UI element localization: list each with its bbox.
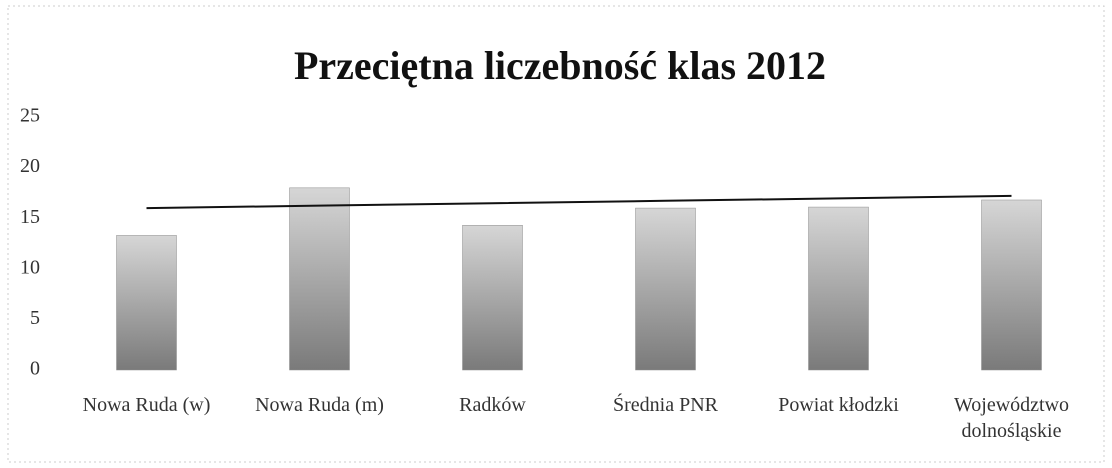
x-tick-label: Średnia PNR <box>613 394 718 416</box>
chart-title: Przeciętna liczebność klas 2012 <box>294 43 826 88</box>
bar <box>981 199 1042 371</box>
x-tick-label: Województwo dolnośląskie <box>953 394 1070 442</box>
y-tick-label: 15 <box>20 206 40 228</box>
x-tick-label: Nowa Ruda (w) <box>82 394 211 416</box>
y-tick-label: 5 <box>30 307 40 329</box>
bar <box>289 187 350 371</box>
bar <box>808 206 869 371</box>
x-tick-label: Radków <box>459 394 526 416</box>
bar <box>116 235 177 371</box>
frame <box>7 5 1105 463</box>
y-tick-label: 0 <box>30 358 40 380</box>
x-tick-label: Nowa Ruda (m) <box>255 394 384 416</box>
bar <box>462 225 523 371</box>
y-tick-label: 10 <box>20 256 40 278</box>
bar <box>635 207 696 371</box>
y-tick-label: 20 <box>20 155 40 177</box>
y-tick-label: 25 <box>20 105 40 127</box>
trend-line <box>146 194 1012 210</box>
x-tick-label: Powiat kłodzki <box>778 394 899 416</box>
